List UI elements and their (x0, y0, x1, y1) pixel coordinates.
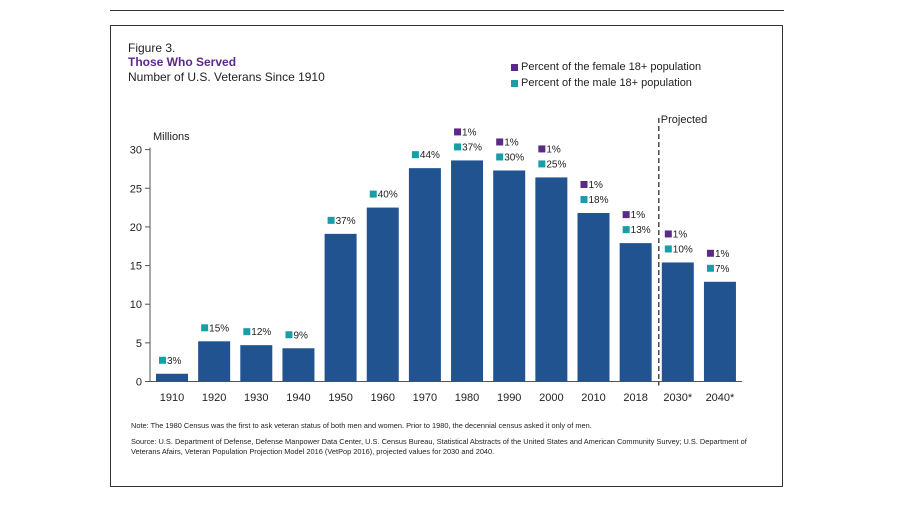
y-tick-label: 0 (136, 377, 142, 389)
male-pct-label: 7% (715, 264, 730, 275)
bar (408, 168, 441, 382)
bar (619, 243, 652, 382)
bar (661, 262, 694, 382)
female-pct-label: 1% (462, 127, 477, 138)
male-pct-marker (622, 226, 630, 234)
x-tick-label: 1970 (413, 392, 437, 404)
top-rule (110, 10, 784, 11)
x-tick-label: 1920 (202, 392, 226, 404)
female-pct-marker (580, 180, 588, 188)
y-tick-label: 10 (130, 299, 142, 311)
male-pct-label: 18% (589, 195, 609, 206)
male-pct-marker (201, 324, 209, 332)
bar (451, 160, 484, 382)
female-pct-label: 1% (715, 249, 730, 260)
y-tick-label: 25 (130, 183, 142, 195)
x-tick-label: 1940 (286, 392, 310, 404)
y-tick-label: 20 (130, 222, 142, 234)
bar (493, 170, 526, 382)
bar (703, 281, 736, 382)
bar (324, 233, 357, 382)
male-pct-marker (411, 151, 419, 159)
bar (535, 177, 568, 382)
female-pct-marker (706, 249, 714, 257)
x-tick-label: 2018 (623, 392, 647, 404)
male-pct-marker (159, 356, 166, 364)
female-pct-marker (664, 230, 672, 238)
legend-label-female: Percent of the female 18+ population (521, 61, 702, 73)
male-pct-marker (454, 143, 462, 151)
figure-subtitle: Number of U.S. Veterans Since 1910 (128, 70, 325, 84)
male-pct-label: 37% (462, 142, 482, 153)
chart-source: Source: U.S. Department of Defense, Defe… (131, 437, 747, 456)
x-tick-label: 1910 (160, 392, 184, 404)
female-pct-label: 1% (546, 144, 561, 155)
x-tick-label: 1980 (455, 392, 479, 404)
bar (156, 373, 188, 382)
male-pct-marker (369, 190, 377, 198)
x-tick-label: 2030* (663, 392, 692, 404)
male-pct-marker (496, 153, 504, 161)
legend: Percent of the female 18+ population Per… (511, 59, 701, 91)
male-pct-label: 10% (673, 244, 693, 255)
y-tick-label: 30 (130, 145, 142, 157)
bar (240, 345, 273, 382)
male-pct-marker (327, 216, 335, 224)
male-pct-marker (285, 331, 293, 339)
female-pct-marker (538, 145, 546, 153)
x-tick-label: 1950 (328, 392, 352, 404)
male-pct-marker (706, 264, 714, 272)
legend-swatch-male (511, 79, 518, 87)
y-axis-title: Millions (153, 131, 190, 143)
x-tick-label: 1990 (497, 392, 521, 404)
male-pct-label: 9% (293, 330, 308, 341)
male-pct-label: 44% (420, 150, 440, 161)
legend-item-female: Percent of the female 18+ population (511, 59, 701, 75)
female-pct-label: 1% (589, 180, 604, 191)
male-pct-marker (538, 160, 546, 168)
bar (366, 207, 399, 382)
male-pct-label: 37% (336, 216, 356, 227)
male-pct-label: 25% (546, 159, 566, 170)
x-tick-label: 2040* (706, 392, 735, 404)
figure-frame (110, 25, 783, 487)
figure-label: Figure 3. (128, 41, 176, 55)
male-pct-marker (664, 245, 672, 253)
legend-item-male: Percent of the male 18+ population (511, 75, 701, 91)
legend-swatch-female (511, 63, 518, 71)
male-pct-marker (580, 195, 588, 203)
male-pct-label: 3% (167, 356, 182, 367)
projected-label: Projected (661, 114, 707, 126)
female-pct-marker (454, 128, 462, 136)
bar (577, 212, 610, 382)
male-pct-label: 12% (251, 327, 271, 338)
male-pct-marker (243, 328, 251, 336)
female-pct-label: 1% (504, 137, 519, 148)
male-pct-label: 40% (378, 190, 398, 201)
x-tick-label: 2000 (539, 392, 563, 404)
legend-label-male: Percent of the male 18+ population (521, 77, 692, 89)
female-pct-label: 1% (673, 229, 688, 240)
chart-note: Note: The 1980 Census was the first to a… (131, 421, 592, 430)
male-pct-label: 13% (631, 225, 651, 236)
x-tick-label: 2010 (581, 392, 605, 404)
female-pct-marker (496, 138, 504, 146)
bar (282, 348, 315, 382)
y-tick-label: 15 (130, 261, 142, 273)
female-pct-marker (622, 211, 630, 219)
male-pct-label: 30% (504, 152, 524, 163)
x-tick-label: 1930 (244, 392, 268, 404)
figure-title: Those Who Served (128, 55, 237, 69)
x-tick-label: 1960 (371, 392, 395, 404)
female-pct-label: 1% (631, 210, 646, 221)
y-tick-label: 5 (136, 338, 142, 350)
bar (198, 341, 231, 382)
male-pct-label: 15% (209, 323, 229, 334)
